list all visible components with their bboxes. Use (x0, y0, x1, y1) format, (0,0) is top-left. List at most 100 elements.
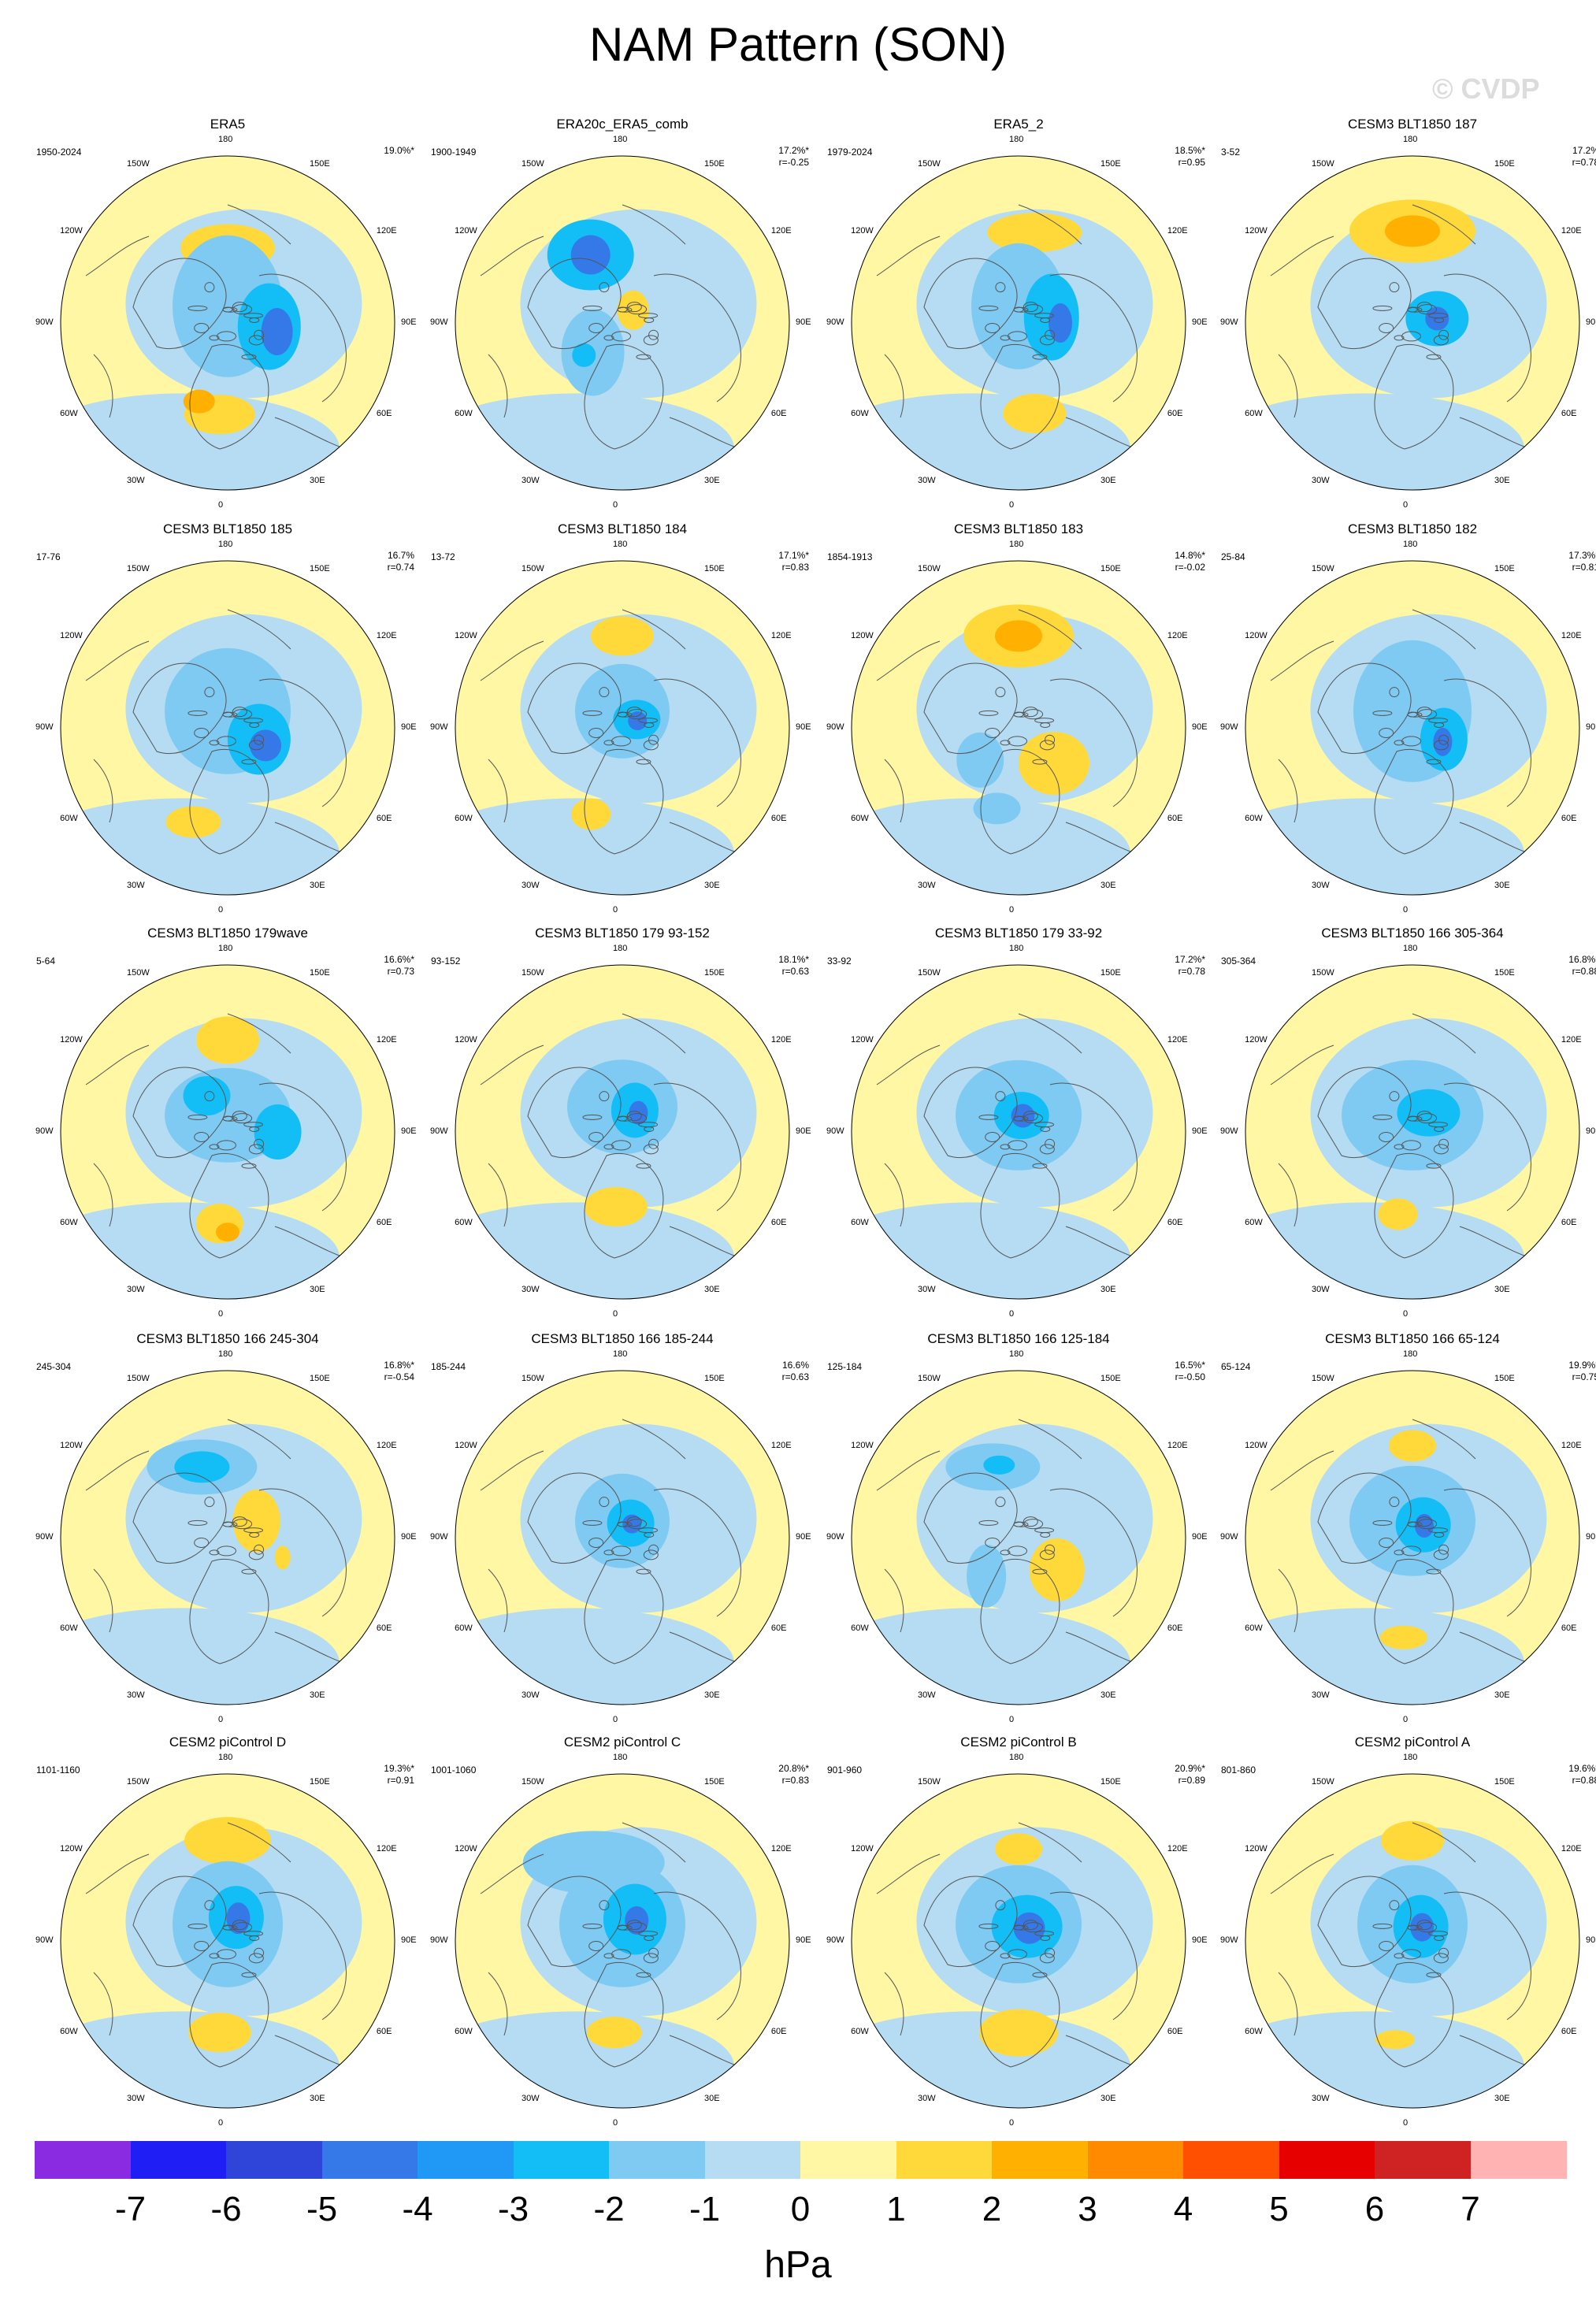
longitude-label: 30W (127, 1284, 145, 1294)
panel-title: CESM2 piControl C (563, 1735, 681, 1750)
polar-map (60, 1773, 395, 2109)
island-outline (1389, 1497, 1400, 1508)
island-outline (1379, 1131, 1394, 1142)
coastline (669, 417, 741, 450)
island-outline (1401, 1949, 1422, 1960)
island-outline (644, 317, 655, 323)
island-outline (248, 335, 264, 346)
island-outline (209, 1144, 220, 1150)
coastline (876, 1045, 941, 1085)
island-outline (1407, 1924, 1423, 1931)
longitude-label: 30E (1494, 2093, 1510, 2103)
island-outline (588, 727, 604, 738)
variance-explained: 17.2%* (778, 145, 809, 156)
longitude-label: 0 (218, 905, 224, 915)
coastline (189, 343, 269, 450)
variance-explained: 17.2%* (1175, 954, 1205, 965)
pattern-correlation: r=0.81 (1572, 562, 1596, 573)
panel-stats: 18.1%* r=0.63 (778, 954, 809, 978)
coastline (923, 662, 1018, 755)
island-outline (249, 1935, 260, 1941)
pattern-correlation: r=0.83 (781, 562, 809, 573)
coastline (584, 1558, 664, 1664)
longitude-label: 30E (310, 2093, 325, 2103)
coastline (653, 1488, 741, 1617)
longitude-label: 60E (1167, 814, 1183, 823)
longitude-label: 150W (1312, 564, 1334, 574)
pattern-correlation: r=0.88 (1572, 966, 1596, 977)
longitude-label: 30W (1312, 475, 1330, 485)
longitude-label: 60W (60, 1623, 78, 1633)
map-border (851, 560, 1186, 896)
longitude-label: 90E (1192, 1935, 1208, 1945)
island-outline (249, 1531, 260, 1538)
longitude-label: 150E (704, 968, 725, 978)
island-outline (648, 1138, 659, 1149)
colorbar-swatch (800, 2141, 896, 2179)
figure-title: NAM Pattern (SON) (588, 18, 1008, 71)
longitude-label: 60W (1245, 1623, 1263, 1633)
panel-year-range: 33-92 (827, 955, 852, 967)
island-outline (1039, 1953, 1055, 1964)
island-outline (254, 329, 265, 340)
island-outline (1401, 736, 1422, 747)
longitude-label: 30W (521, 1284, 540, 1294)
coastline (584, 1961, 664, 2068)
longitude-label: 60W (851, 814, 869, 823)
island-outline (643, 1549, 659, 1560)
longitude-label: 120W (851, 631, 874, 640)
island-outline (582, 710, 603, 716)
island-outline (248, 740, 264, 751)
pattern-correlation: r=0.88 (1572, 1775, 1596, 1786)
island-outline (1416, 1111, 1432, 1122)
longitude-label: 150W (521, 968, 544, 978)
coastline (227, 1419, 291, 1460)
coastline (1065, 1226, 1138, 1259)
coastline (189, 748, 269, 855)
longitude-label: 150E (1100, 564, 1121, 574)
longitude-label: 60W (60, 2027, 78, 2036)
longitude-label: 150W (127, 968, 150, 978)
contour-fill-low (1245, 1608, 1524, 1705)
map-border (851, 155, 1186, 491)
island-outline (611, 1545, 632, 1557)
island-outline (1379, 727, 1394, 738)
colorbar-swatch (1183, 2141, 1279, 2179)
island-outline (209, 1549, 220, 1556)
longitude-label: 150W (1312, 1777, 1334, 1787)
colorbar-tick-label: 0 (790, 2190, 811, 2228)
longitude-label: 120E (376, 1035, 397, 1045)
longitude-label: 120E (1167, 1441, 1188, 1450)
island-outline (209, 1953, 220, 1959)
coastline (1443, 1891, 1531, 2020)
island-outline (241, 354, 257, 360)
island-outline (1013, 1924, 1029, 1931)
longitude-label: 180 (218, 1753, 233, 1762)
longitude-label: 90E (1586, 722, 1596, 732)
island-outline (1023, 1922, 1044, 1933)
variance-explained: 19.6%* (1568, 1763, 1596, 1774)
longitude-label: 60W (851, 1218, 869, 1227)
longitude-label: 30E (1100, 2093, 1116, 2103)
variance-explained: 14.8%* (1175, 550, 1205, 561)
longitude-label: 90E (796, 1532, 811, 1542)
longitude-label: 90E (796, 722, 811, 732)
longitude-label: 120W (851, 226, 874, 236)
pattern-correlation: r=0.74 (387, 562, 414, 573)
longitude-label: 120E (1561, 1441, 1582, 1450)
longitude-label: 120E (770, 226, 792, 236)
contour-fill-high (1381, 1820, 1444, 1861)
contour-fill-low (455, 393, 734, 490)
longitude-label: 180 (218, 540, 233, 549)
coastline (584, 1152, 664, 1259)
coastline (980, 1961, 1060, 2068)
map-panel: CESM3 BLT1850 185 17-76 16.7% r=0.74 180 150E… (35, 521, 421, 915)
island-outline (1401, 1545, 1422, 1557)
island-outline (627, 1922, 648, 1933)
longitude-label: 0 (613, 905, 618, 915)
island-outline (978, 1923, 999, 1929)
longitude-label: 60E (770, 1623, 787, 1633)
island-outline (1434, 1935, 1445, 1941)
island-outline (603, 1549, 614, 1556)
island-outline (1389, 687, 1400, 698)
